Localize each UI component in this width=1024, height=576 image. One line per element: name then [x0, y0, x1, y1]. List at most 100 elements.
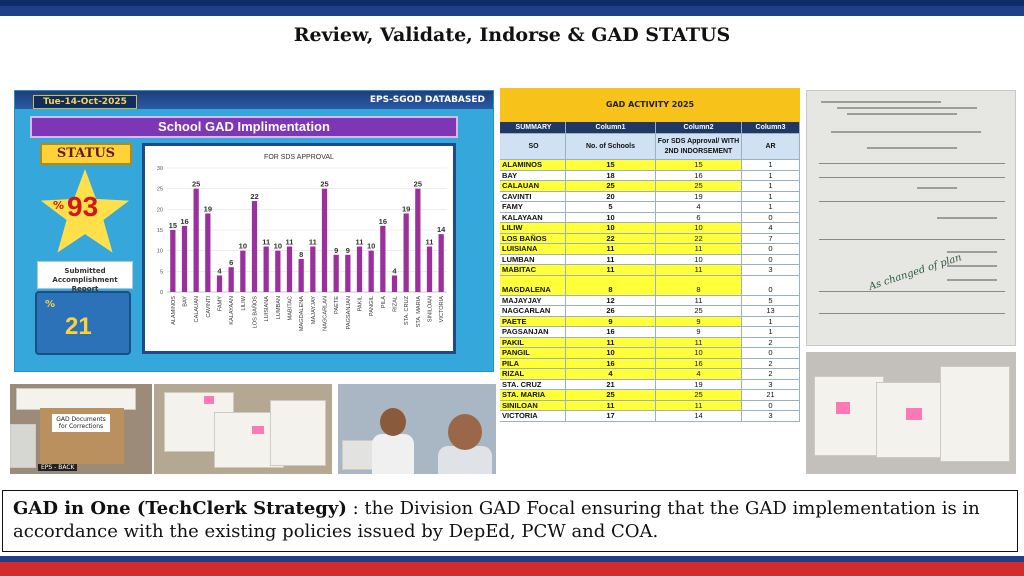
cell-ar: 1	[742, 160, 800, 171]
cell-approval: 10	[656, 348, 742, 359]
cell-ar: 2	[742, 369, 800, 380]
x-category-label: STA. MARIA	[416, 296, 422, 328]
paper-stack	[876, 382, 950, 458]
cell-schools: 25	[566, 390, 656, 401]
documents-box-photo: GAD Documents for Corrections EPS - BACK	[10, 384, 152, 474]
cell-ar: 1	[742, 327, 800, 338]
chart-bar	[286, 246, 293, 292]
header-so: SO	[500, 134, 566, 160]
cell-schools: 15	[566, 160, 656, 171]
table-row: LUISIANA 11 11 0	[500, 244, 800, 255]
submitted-value: 21	[65, 313, 92, 340]
cell-schools: 22	[566, 233, 656, 244]
cell-schools: 18	[566, 170, 656, 181]
header-column2[interactable]: Column2	[656, 122, 742, 134]
cell-ar: 2	[742, 337, 800, 348]
cell-so: PILA	[500, 358, 566, 369]
bar-value-label: 10	[367, 242, 375, 251]
cell-schools: 21	[566, 379, 656, 390]
x-category-label: LUISIANA	[264, 296, 270, 322]
bar-value-label: 4	[392, 266, 397, 275]
cell-ar: 0	[742, 244, 800, 255]
database-label: EPS-SGOD DATABASED	[369, 95, 485, 105]
cell-so: CALAUAN	[500, 181, 566, 192]
paper-stack	[814, 376, 884, 456]
header-summary[interactable]: SUMMARY	[500, 122, 566, 134]
bar-value-label: 4	[217, 266, 222, 275]
cell-ar: 1	[742, 202, 800, 213]
chart-bar	[298, 258, 304, 292]
cell-ar: 3	[742, 379, 800, 390]
caption-strategy-title: GAD in One (TechClerk Strategy)	[13, 498, 347, 519]
x-category-label: KALAYAAN	[229, 296, 235, 325]
cell-so: LUISIANA	[500, 244, 566, 255]
table-row: CAVINTI 20 19 1	[500, 191, 800, 202]
chart-bar	[263, 246, 269, 292]
y-tick-label: 15	[157, 228, 163, 234]
bar-value-label: 6	[229, 258, 233, 267]
header-column3[interactable]: Column3	[742, 122, 800, 134]
cell-schools: 11	[566, 244, 656, 255]
cell-approval: 9	[656, 316, 742, 327]
person-head	[448, 414, 482, 450]
header-bar-dark-strip	[0, 0, 1024, 6]
person-head	[380, 408, 406, 436]
chart-bar	[216, 275, 223, 292]
bar-value-label: 25	[320, 180, 328, 189]
chart-bar	[438, 234, 444, 292]
chart-bar	[333, 254, 339, 292]
table-row: STA. MARIA 25 25 21	[500, 390, 800, 401]
chart-bar	[426, 246, 433, 292]
cell-schools: 20	[566, 191, 656, 202]
table-row: PAETE 9 9 1	[500, 316, 800, 327]
table-row: NAGCARLAN 26 25 13	[500, 306, 800, 317]
cell-approval: 9	[656, 327, 742, 338]
x-category-label: LOS BAÑOS	[252, 296, 259, 329]
table-row: RIZAL 4 4 2	[500, 369, 800, 380]
caption-box: GAD in One (TechClerk Strategy) : the Di…	[2, 490, 1018, 552]
cell-ar: 2	[742, 358, 800, 369]
table-header-row-2: SO No. of Schools For SDS Approval/ WITH…	[500, 134, 800, 160]
table-row: BAY 18 16 1	[500, 170, 800, 181]
cell-ar: 1	[742, 181, 800, 192]
cell-approval: 6	[656, 212, 742, 223]
cell-schools: 10	[566, 348, 656, 359]
cell-schools: 8	[566, 275, 656, 296]
cell-approval: 19	[656, 191, 742, 202]
table-row: MAJAYJAY 12 11 5	[500, 295, 800, 306]
cell-approval: 25	[656, 390, 742, 401]
x-category-label: BAY	[183, 296, 189, 307]
person-shirt	[438, 446, 492, 474]
cell-schools: 11	[566, 254, 656, 265]
chart-bar	[193, 188, 199, 292]
gad-dashboard-panel: Tue-14-Oct-2025 EPS-SGOD DATABASED Schoo…	[14, 90, 494, 372]
bar-value-label: 11	[286, 238, 294, 247]
header-column1[interactable]: Column1	[566, 122, 656, 134]
chart-bar	[391, 275, 398, 292]
doc-grid-line	[819, 163, 1005, 164]
cell-ar: 3	[742, 411, 800, 422]
table-row: PILA 16 16 2	[500, 358, 800, 369]
cell-schools: 11	[566, 265, 656, 276]
bar-value-label: 10	[239, 242, 247, 251]
cell-so: CAVINTI	[500, 191, 566, 202]
chart-bar	[228, 267, 234, 292]
cell-approval: 11	[656, 295, 742, 306]
doc-grid-line	[819, 291, 1005, 292]
table-title: GAD ACTIVITY 2025	[500, 88, 800, 122]
x-category-label: MAGDALENA	[299, 296, 305, 331]
cell-so: STA. MARIA	[500, 390, 566, 401]
cell-approval: 10	[656, 254, 742, 265]
caption-description: : the Division GAD Focal ensuring that t…	[13, 498, 980, 542]
chart-bar	[345, 254, 351, 292]
x-category-label: VICTORIA	[439, 296, 445, 323]
cell-approval: 25	[656, 181, 742, 192]
table-row: VICTORIA 17 14 3	[500, 411, 800, 422]
bar-value-label: 11	[356, 238, 364, 247]
chart-bar	[205, 213, 211, 292]
cell-so: MAJAYJAY	[500, 295, 566, 306]
cell-ar: 5	[742, 295, 800, 306]
chart-bar	[170, 230, 176, 292]
bar-value-label: 15	[169, 221, 177, 230]
paper-stack	[10, 424, 36, 468]
